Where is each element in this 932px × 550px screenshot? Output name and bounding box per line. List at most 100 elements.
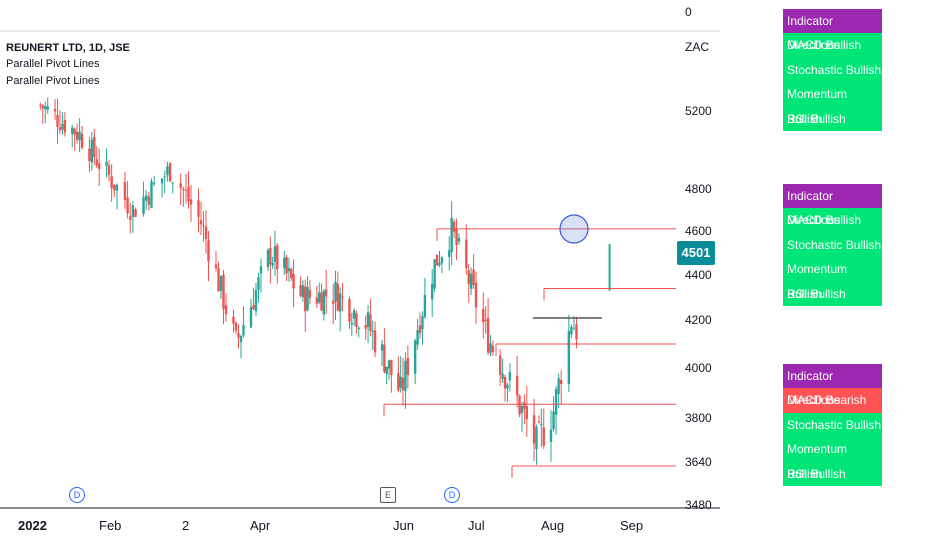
candle-body bbox=[448, 250, 451, 257]
candle-body bbox=[134, 209, 137, 217]
candle-body bbox=[283, 257, 286, 269]
candle-body bbox=[171, 182, 174, 184]
candle-body bbox=[113, 184, 116, 191]
candle-body bbox=[129, 216, 132, 221]
candle-body bbox=[184, 189, 188, 191]
candle-body bbox=[357, 328, 360, 330]
candle-body bbox=[390, 359, 393, 375]
candle-body bbox=[214, 264, 218, 269]
time-tick: 2 bbox=[182, 518, 190, 533]
candle-body bbox=[142, 196, 145, 214]
candlestick-series bbox=[39, 97, 611, 465]
candle-body bbox=[290, 269, 293, 278]
candle-body bbox=[484, 319, 487, 321]
candle-body bbox=[501, 373, 504, 379]
candle-body bbox=[163, 176, 166, 178]
price-tick: 3800 bbox=[685, 411, 712, 425]
price-chart[interactable] bbox=[0, 0, 680, 506]
candle-body bbox=[222, 274, 225, 310]
candle-body bbox=[44, 106, 47, 110]
candle-body bbox=[179, 183, 182, 189]
candle-body bbox=[110, 176, 113, 189]
panel-row: RSI Bullish bbox=[783, 281, 882, 306]
price-tick: 5200 bbox=[685, 104, 712, 118]
candle-body bbox=[385, 366, 388, 375]
candle-body bbox=[242, 324, 245, 336]
candle-body bbox=[254, 289, 258, 312]
candle-body bbox=[455, 229, 458, 245]
price-tick: 4600 bbox=[685, 224, 712, 238]
candle-body bbox=[301, 285, 305, 298]
price-tick: 4400 bbox=[685, 268, 712, 282]
panel-row: RSI Bullish bbox=[783, 461, 882, 486]
candle-body bbox=[219, 275, 223, 292]
candle-body bbox=[557, 378, 560, 395]
candle-body bbox=[182, 188, 185, 190]
candle-body bbox=[348, 299, 351, 322]
candle-body bbox=[304, 286, 307, 312]
candle-body bbox=[406, 357, 410, 376]
candle-body bbox=[515, 375, 519, 396]
candle-body bbox=[567, 330, 571, 385]
candle-body bbox=[334, 282, 337, 302]
candle-body bbox=[486, 318, 490, 353]
candle-body bbox=[450, 217, 453, 252]
pivot-lines bbox=[383, 228, 676, 479]
highlight-circle bbox=[559, 214, 589, 244]
candle-body bbox=[350, 322, 353, 325]
candle-body bbox=[160, 178, 164, 184]
candle-body bbox=[341, 296, 344, 298]
candle-body bbox=[80, 133, 84, 148]
candle-body bbox=[322, 290, 326, 315]
candle-body bbox=[338, 293, 342, 312]
candle-body bbox=[105, 161, 108, 167]
candle-body bbox=[532, 415, 536, 444]
candle-body bbox=[457, 237, 461, 242]
panel-row: MACD Bullish bbox=[783, 208, 882, 233]
candle-body bbox=[469, 273, 473, 289]
candle-body bbox=[58, 127, 62, 131]
panel-header: Indicator Directions bbox=[783, 184, 882, 227]
candle-body bbox=[418, 325, 422, 334]
candle-body bbox=[115, 184, 119, 191]
candle-body bbox=[166, 166, 169, 176]
candle-body bbox=[489, 343, 492, 354]
candle-body bbox=[552, 411, 555, 430]
candle-body bbox=[75, 131, 79, 140]
candle-body bbox=[285, 257, 288, 274]
candle-body bbox=[217, 267, 220, 292]
candle-body bbox=[575, 324, 578, 340]
time-tick: Aug bbox=[541, 518, 565, 533]
candle-body bbox=[237, 333, 240, 338]
candle-body bbox=[269, 247, 272, 265]
candle-body bbox=[315, 297, 319, 304]
candle-body bbox=[249, 306, 253, 328]
candle-body bbox=[518, 395, 521, 415]
price-axis[interactable]: 0 ZAC 5200 4800 4600 4400 4200 4000 3800… bbox=[680, 0, 720, 515]
panel-row: Momentum Bullish bbox=[783, 82, 882, 126]
candle-body bbox=[73, 128, 76, 135]
indicator-label-2: Parallel Pivot Lines bbox=[6, 75, 100, 87]
candle-body bbox=[197, 200, 200, 217]
indicator-panel: Indicator Directions MACD Bearish Stocha… bbox=[783, 364, 882, 486]
candle-body bbox=[503, 376, 507, 389]
dividend-marker[interactable]: D bbox=[444, 487, 460, 503]
candle-body bbox=[320, 292, 323, 311]
candle-body bbox=[292, 274, 295, 289]
candle-body bbox=[299, 285, 302, 296]
candle-body bbox=[364, 325, 367, 329]
time-tick: Sep bbox=[620, 518, 644, 533]
candle-body bbox=[207, 240, 210, 262]
candle-body bbox=[168, 163, 172, 182]
candle-body bbox=[331, 300, 335, 304]
candle-body bbox=[570, 326, 573, 335]
candle-body bbox=[397, 372, 400, 391]
candle-body bbox=[93, 136, 96, 158]
currency-label: ZAC bbox=[685, 40, 709, 54]
dividend-marker[interactable]: D bbox=[69, 487, 85, 503]
earnings-marker[interactable]: E bbox=[380, 487, 396, 503]
time-tick: Jun bbox=[393, 518, 414, 533]
candle-body bbox=[506, 384, 509, 389]
candle-body bbox=[404, 360, 407, 391]
candle-body bbox=[431, 284, 434, 300]
